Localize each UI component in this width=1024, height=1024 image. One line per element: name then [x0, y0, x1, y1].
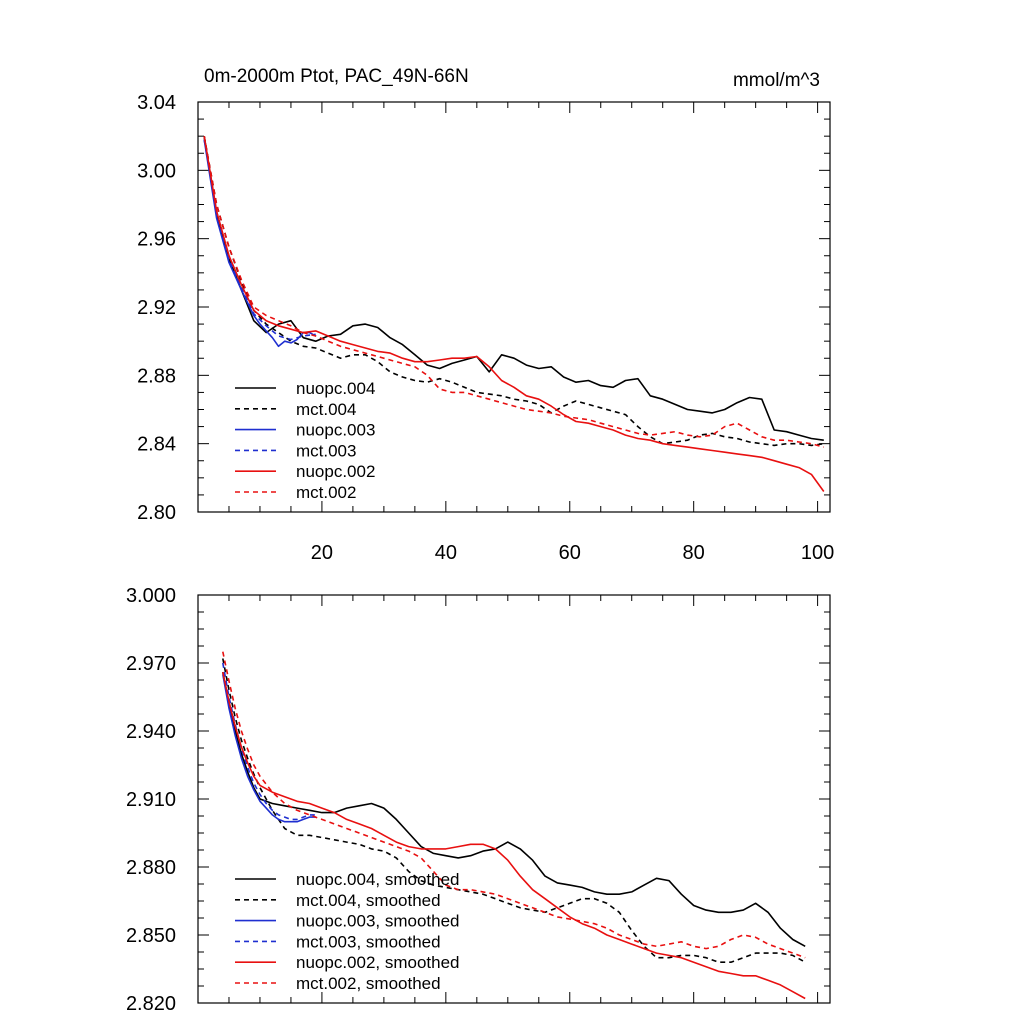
series-line-top-0 [203, 136, 824, 441]
x-tick-label: 40 [435, 542, 457, 564]
series-line-top-4 [203, 136, 825, 492]
plot-frame [197, 101, 831, 513]
units-label: mmol/m^3 [733, 70, 820, 91]
y-tick-label: 2.820 [126, 993, 176, 1015]
y-tick-label: 3.000 [126, 585, 176, 607]
y-tick-label: 3.00 [137, 160, 176, 182]
x-tick-label: 20 [311, 542, 333, 564]
legend-label: mct.002 [296, 483, 356, 502]
legend-label: nuopc.002 [296, 462, 375, 481]
series-line-bottom-5 [222, 651, 806, 959]
y-tick-label: 2.850 [126, 925, 176, 947]
y-tick-label: 2.96 [137, 229, 176, 251]
y-tick-label: 2.84 [137, 434, 176, 456]
legend-label: nuopc.004 [296, 379, 375, 398]
series-line-bottom-2 [222, 674, 316, 823]
chart-title: 0m-2000m Ptot, PAC_49N-66N [204, 66, 469, 87]
y-tick-label: 3.04 [137, 92, 176, 114]
y-tick-label: 2.940 [126, 721, 176, 743]
x-tick-label: 80 [683, 542, 705, 564]
legend-label: mct.002, smoothed [296, 974, 441, 993]
legend-label: mct.004 [296, 400, 356, 419]
y-tick-label: 2.88 [137, 365, 176, 387]
legend-label: nuopc.003, smoothed [296, 912, 460, 931]
top-chart-panel: 0m-2000m Ptot, PAC_49N-66N mmol/m^3 2.80… [137, 66, 834, 564]
y-tick-label: 2.910 [126, 789, 176, 811]
y-tick-label: 2.970 [126, 653, 176, 675]
legend-label: mct.004, smoothed [296, 891, 441, 910]
y-tick-label: 2.80 [137, 502, 176, 524]
y-tick-label: 2.92 [137, 297, 176, 319]
legend-label: nuopc.002, smoothed [296, 953, 460, 972]
legend-label: mct.003 [296, 441, 356, 460]
series-line-bottom-4 [222, 671, 806, 1000]
bottom-chart-panel: 2.820 2.850 2.880 2.910 2.940 2.970 3.000 nuopc… [126, 585, 831, 1015]
legend-label: mct.003, smoothed [296, 932, 441, 951]
series-line-top-2 [203, 139, 317, 348]
legend-label: nuopc.004, smoothed [296, 870, 460, 889]
y-tick-label: 2.880 [126, 857, 176, 879]
x-tick-label: 100 [801, 542, 834, 564]
series-line-top-3 [203, 139, 316, 341]
legend-label: nuopc.003 [296, 421, 375, 440]
x-tick-label: 60 [559, 542, 581, 564]
series-line-top-5 [203, 136, 825, 448]
series-line-top-1 [203, 136, 824, 447]
